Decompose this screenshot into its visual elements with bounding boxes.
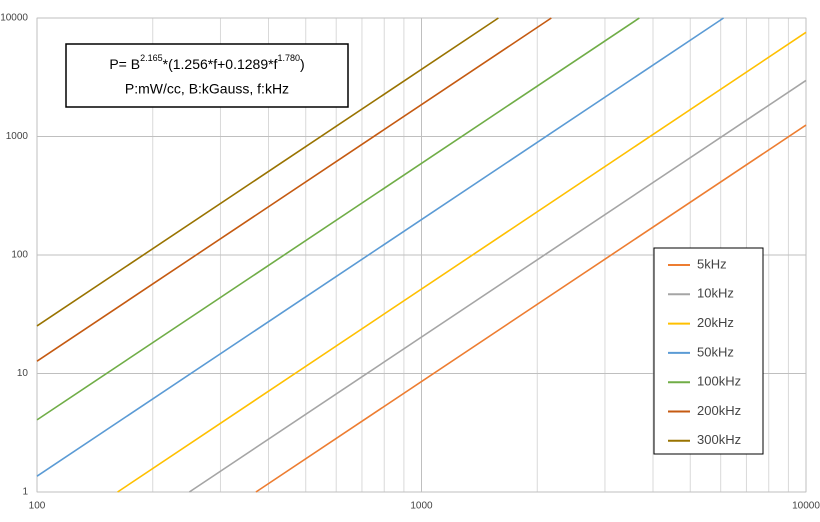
legend: 5kHz 10kHz 20kHz 50kHz 100kHz 200kHz 300kHz	[668, 256, 741, 447]
legend-label: 10kHz	[697, 286, 734, 301]
y-tick-label: 10	[17, 368, 29, 379]
formula-part: )	[300, 56, 305, 72]
legend-label: 300kHz	[697, 432, 741, 447]
legend-label: 200kHz	[697, 403, 741, 418]
series-line	[36, 17, 725, 477]
series-line	[36, 17, 499, 327]
x-tick-label: 100	[29, 501, 46, 512]
x-tick-label: 10000	[792, 501, 820, 512]
legend-label: 20kHz	[697, 315, 734, 330]
series-line	[36, 17, 640, 421]
plot-lines	[36, 17, 807, 493]
legend-label: 5kHz	[697, 256, 727, 271]
formula-part: *(1.256*f+0.1289*f	[163, 56, 278, 72]
y-tick-label: 1000	[6, 131, 29, 142]
legend-box	[653, 247, 764, 455]
annotation-box	[65, 43, 349, 108]
series-line	[117, 31, 807, 493]
formula-part: P= B	[109, 56, 140, 72]
annotation-formula: P= B2.165*(1.256*f+0.1289*f1.780)	[109, 53, 304, 71]
series-line	[188, 79, 807, 493]
series-line	[36, 17, 552, 362]
y-tick-label: 10000	[0, 13, 28, 24]
legend-label: 50kHz	[697, 344, 734, 359]
y-tick-label: 100	[11, 250, 28, 261]
series-line	[255, 124, 807, 493]
legend-label: 100kHz	[697, 374, 741, 389]
y-tick-label: 1	[22, 487, 28, 498]
formula-exponent: 1.780	[277, 53, 300, 63]
annotation-units: P:mW/cc, B:kGauss, f:kHz	[125, 81, 289, 97]
formula-exponent: 2.165	[140, 53, 163, 63]
x-tick-label: 1000	[410, 501, 433, 512]
